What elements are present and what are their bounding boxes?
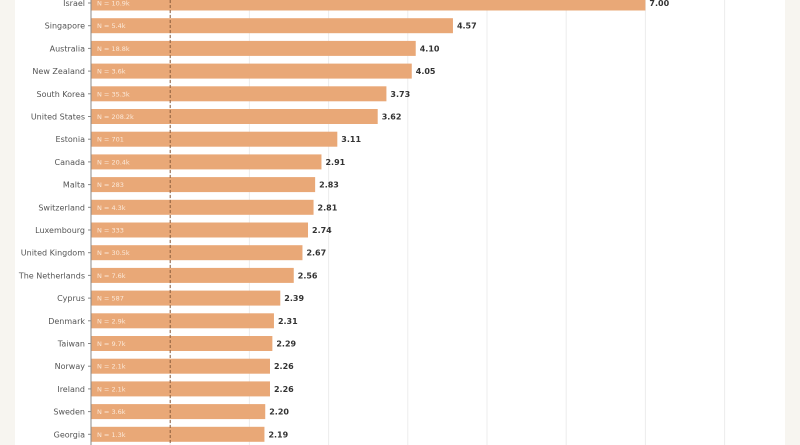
value-label: 4.57 [457,22,477,31]
bar [91,18,453,34]
category-label: The Netherlands [18,271,85,280]
n-label: N = 283 [97,181,124,189]
bar [91,358,270,374]
bar [91,40,416,56]
value-label: 4.10 [420,44,440,53]
category-label: New Zealand [32,67,85,76]
bar [91,267,294,283]
value-label: 2.19 [268,430,288,439]
category-label: Luxembourg [35,226,85,235]
value-label: 2.29 [276,340,296,349]
n-label: N = 587 [97,295,124,303]
category-label: Switzerland [38,203,85,212]
n-label: N = 3.6k [97,68,126,76]
bar [91,245,303,261]
category-label: United States [31,113,85,122]
value-label: 3.11 [341,135,361,144]
n-label: N = 30.5k [97,249,130,257]
n-label: N = 20.4k [97,158,130,166]
category-label: Malta [63,181,85,190]
category-label: Estonia [56,135,86,144]
n-label: N = 333 [97,227,124,235]
bar [91,199,314,215]
value-label: 2.81 [318,203,338,212]
category-label: Israel [63,0,85,8]
n-label: N = 3.6k [97,408,126,416]
bar [91,404,266,420]
category-label: United Kingdom [21,249,85,258]
value-label: 2.26 [274,385,294,394]
value-label: 2.20 [269,408,289,417]
n-label: N = 208.2k [97,113,134,121]
n-label: N = 35.3k [97,90,130,98]
category-label: Australia [50,44,85,53]
bar [91,154,322,170]
value-label: 3.62 [382,113,402,122]
category-label: Ireland [57,385,85,394]
category-label: Taiwan [57,340,85,349]
category-label: Norway [55,362,86,371]
category-label: Denmark [48,317,85,326]
value-label: 2.26 [274,362,294,371]
bar [91,381,270,397]
bar [91,336,273,351]
n-label: N = 18.8k [97,45,130,53]
n-label: N = 7.6k [97,272,126,280]
category-label: Georgia [54,430,85,439]
n-label: N = 10.9k [97,0,130,8]
category-label: Canada [55,158,86,167]
bar [91,313,274,329]
category-label: Sweden [53,408,85,417]
category-label: Singapore [45,22,85,31]
value-label: 2.67 [306,249,326,258]
category-label: South Korea [37,90,86,99]
value-label: 2.31 [278,317,298,326]
n-label: N = 2.1k [97,385,126,393]
value-label: 2.83 [319,181,339,190]
value-label: 2.39 [284,294,304,303]
bar [91,86,387,102]
bar [91,290,281,306]
n-label: N = 4.3k [97,204,126,212]
n-label: N = 9.7k [97,340,126,348]
bar [91,222,309,238]
value-label: 2.56 [298,271,318,280]
value-label: 2.91 [325,158,345,167]
value-label: 2.74 [312,226,332,235]
bar [91,109,378,124]
n-label: N = 1.3k [97,431,126,439]
n-label: N = 2.1k [97,363,126,371]
bar [91,177,316,193]
bar [91,63,412,79]
category-label: Cyprus [57,294,85,303]
bar [91,0,646,11]
n-label: N = 701 [97,136,124,144]
n-label: N = 5.4k [97,22,126,30]
n-label: N = 2.9k [97,317,126,325]
bar [91,426,265,442]
bar [91,131,338,147]
value-label: 3.73 [390,90,410,99]
value-label: 4.05 [416,67,436,76]
value-label: 7.00 [649,0,669,8]
